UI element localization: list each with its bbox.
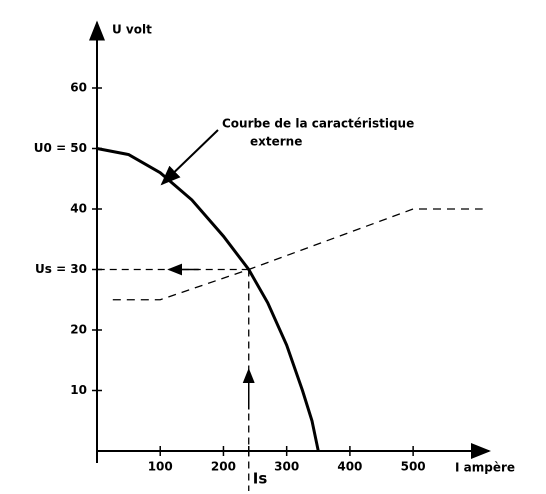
x-tick-label: Is (253, 470, 268, 488)
y-tick-label: 10 (70, 383, 87, 397)
annotation: externe (250, 135, 302, 149)
x-axis-label: I ampère (455, 461, 515, 475)
x-tick-label: 300 (274, 460, 299, 474)
y-tick-label: U0 = 50 (34, 141, 87, 155)
annotation-arrow (160, 129, 219, 186)
y-tick-label: Us = 30 (35, 262, 87, 276)
line (112, 208, 483, 301)
x-tick-label: 500 (401, 460, 426, 474)
y-tick-label: 40 (70, 202, 87, 216)
y-tick-label: 60 (70, 81, 87, 95)
y-axis-label: U volt (112, 23, 152, 37)
x-tick-label: 200 (211, 460, 236, 474)
x-tick-label: 400 (337, 460, 362, 474)
x-tick-label: 100 (148, 460, 173, 474)
y-tick-label: 20 (70, 323, 87, 337)
annotation: Courbe de la caractéristique (222, 117, 414, 131)
